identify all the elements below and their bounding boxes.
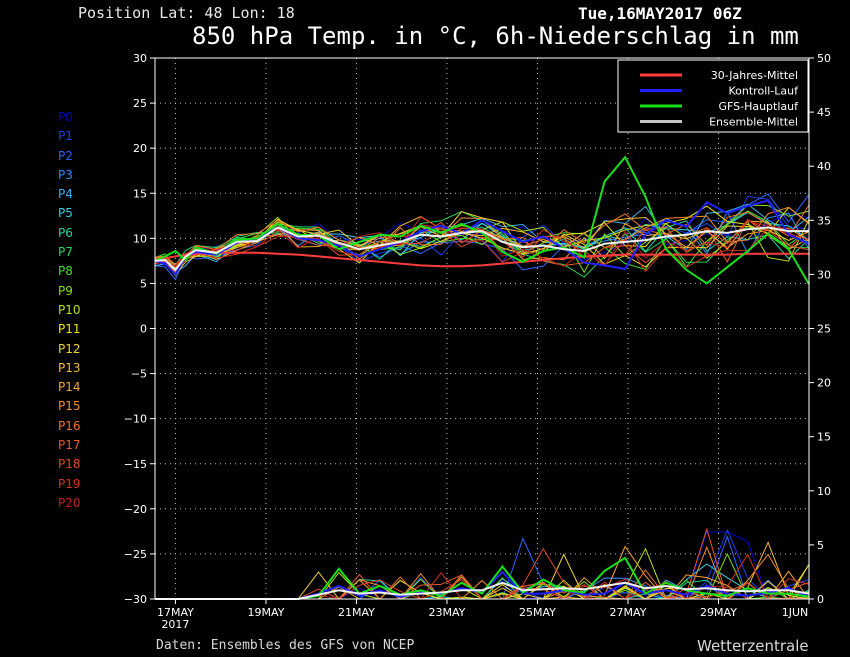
member-label: P6 — [58, 225, 73, 240]
legend-label: Kontroll-Lauf — [729, 85, 800, 98]
grid-lines — [155, 58, 809, 599]
member-label: P1 — [58, 129, 73, 144]
x-tick-label: 17MAY — [157, 606, 194, 619]
legend: 30-Jahres-Mittel Kontroll-Lauf GFS-Hauptla… — [617, 59, 809, 133]
member-label: P9 — [58, 283, 73, 298]
x-tick-sublabel: 2017 — [161, 618, 189, 631]
y-left-tick-label: 30 — [133, 52, 147, 65]
position-label: Position Lat: 48 Lon: 18 — [78, 4, 295, 22]
y-left-tick-label: −30 — [124, 593, 147, 606]
y-right-tick-label: 50 — [817, 52, 831, 65]
y-left-tick-label: −20 — [124, 503, 147, 516]
member-label: P12 — [58, 341, 81, 356]
member-label: P4 — [58, 187, 73, 202]
member-label: P2 — [58, 148, 73, 163]
y-right-tick-label: 25 — [817, 323, 831, 336]
y-right-tick-label: 0 — [817, 593, 824, 606]
member-label: P16 — [58, 418, 81, 433]
legend-label: 30-Jahres-Mittel — [711, 69, 798, 82]
chart-title: 850 hPa Temp. in °C, 6h-Niederschlag in … — [192, 22, 799, 50]
axis-ticks: −30 −25 −20 −15 −10 −5 0 5 10 15 20 25 30 0 5 10 15 20 25 3… — [124, 52, 831, 631]
y-left-tick-label: 10 — [133, 232, 147, 245]
member-label: P14 — [58, 380, 81, 395]
member-list: P0 P1 P2 P3 P4 P5 P6 P7 P8 P9 P10 P11 P12 P13 P14 P15 P1… — [58, 109, 81, 514]
legend-label: GFS-Hauptlauf — [718, 100, 799, 113]
member-label: P0 — [58, 110, 73, 124]
y-right-tick-label: 5 — [817, 539, 824, 552]
y-left-tick-label: 0 — [140, 323, 147, 336]
y-right-tick-label: 15 — [817, 431, 831, 444]
y-left-tick-label: 20 — [133, 142, 147, 155]
member-temp-line — [154, 210, 810, 271]
member-label: P18 — [58, 457, 81, 472]
member-label: P15 — [58, 399, 81, 414]
member-label: P17 — [58, 438, 81, 453]
member-label: P11 — [58, 322, 81, 337]
y-left-tick-label: 25 — [133, 97, 147, 110]
member-label: P3 — [58, 167, 73, 182]
y-right-tick-label: 10 — [817, 485, 831, 498]
member-label: P10 — [58, 302, 81, 317]
y-right-tick-label: 35 — [817, 214, 831, 227]
precip-series-line — [155, 556, 810, 600]
y-left-tick-label: 5 — [140, 277, 147, 290]
member-temp-line — [154, 219, 810, 273]
data-source: Daten: Ensembles des GFS von NCEP — [156, 638, 415, 653]
member-label: P20 — [58, 495, 81, 510]
x-tick-label: 29MAY — [700, 606, 737, 619]
x-tick-label: 23MAY — [429, 606, 466, 619]
y-left-tick-label: 15 — [133, 187, 147, 200]
x-tick-label: 19MAY — [248, 606, 285, 619]
temp-series-line — [154, 226, 809, 272]
temp-series-line — [154, 251, 809, 268]
y-left-tick-label: −5 — [131, 368, 147, 381]
y-left-tick-label: −25 — [124, 548, 147, 561]
member-label: P19 — [58, 476, 81, 491]
y-right-tick-label: 30 — [817, 268, 831, 281]
x-tick-label: 1JUN — [782, 606, 809, 619]
x-tick-label: 27MAY — [610, 606, 647, 619]
x-tick-label: 21MAY — [338, 606, 375, 619]
member-label: P7 — [58, 245, 73, 260]
y-left-tick-label: −10 — [124, 413, 147, 426]
member-temp-line — [154, 224, 810, 273]
y-right-tick-label: 45 — [817, 106, 831, 119]
y-right-tick-label: 20 — [817, 377, 831, 390]
member-temp-line — [154, 218, 810, 277]
member-label: P5 — [58, 206, 73, 221]
member-label: P8 — [58, 264, 73, 279]
brand-name: Wetterzentrale — [697, 637, 809, 655]
y-left-tick-label: −15 — [124, 458, 147, 471]
run-datetime: Tue,16MAY2017 06Z — [578, 4, 742, 23]
y-right-tick-label: 40 — [817, 160, 831, 173]
x-tick-label: 25MAY — [519, 606, 556, 619]
member-label: P13 — [58, 360, 81, 375]
legend-label: Ensemble-Mittel — [709, 116, 798, 129]
